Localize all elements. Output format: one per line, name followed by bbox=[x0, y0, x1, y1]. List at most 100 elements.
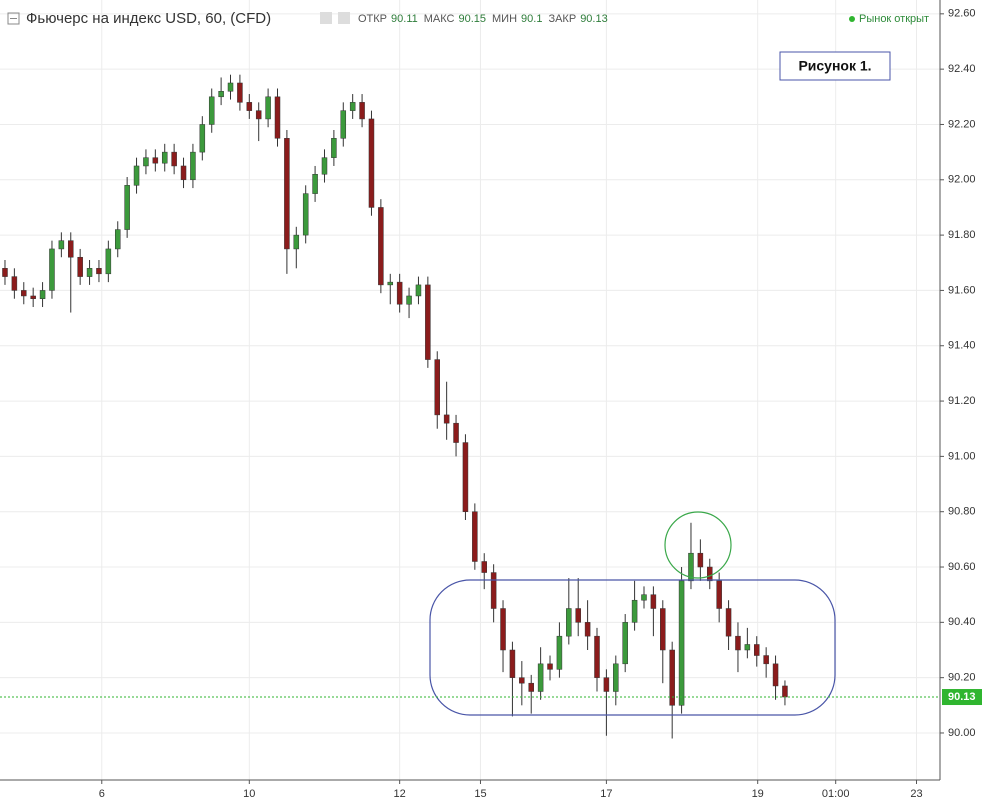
candle-body bbox=[331, 138, 337, 158]
candle-body bbox=[707, 566, 713, 582]
status-dot bbox=[849, 16, 855, 22]
x-tick-label: 15 bbox=[474, 788, 486, 800]
candle-body bbox=[255, 110, 262, 120]
candle-body bbox=[754, 644, 760, 656]
last-price-label: 90.13 bbox=[948, 691, 976, 703]
y-tick-label: 91.00 bbox=[948, 450, 976, 462]
candle-body bbox=[556, 635, 563, 670]
candle-body bbox=[11, 276, 18, 291]
x-tick-label: 10 bbox=[243, 788, 255, 800]
candle-body bbox=[293, 234, 300, 250]
candle-body bbox=[237, 82, 243, 103]
candle-body bbox=[387, 281, 394, 286]
candle-body bbox=[208, 96, 215, 125]
y-tick-label: 90.00 bbox=[948, 727, 976, 739]
candle-body bbox=[613, 663, 619, 692]
candle-body bbox=[631, 599, 638, 623]
candle-body bbox=[171, 151, 177, 167]
range-box bbox=[429, 579, 836, 716]
stats: ОТКР 90.11 МАКС 90.15 МИН 90.1 ЗАКР 90.13 bbox=[358, 13, 608, 25]
candle-body bbox=[359, 102, 365, 120]
candle-body bbox=[575, 608, 581, 623]
x-tick-label: 17 bbox=[600, 788, 612, 800]
candle-body bbox=[96, 268, 102, 275]
annotation: Рисунок 1. bbox=[798, 58, 871, 74]
x-tick-label: 12 bbox=[394, 788, 406, 800]
candle-body bbox=[77, 256, 83, 277]
candle-body bbox=[2, 268, 8, 277]
candle-body bbox=[669, 649, 675, 706]
candle-body bbox=[472, 511, 478, 562]
y-tick-label: 92.60 bbox=[948, 8, 976, 20]
candle-body bbox=[190, 151, 196, 181]
x-tick-label: 6 bbox=[99, 788, 105, 800]
candle-body bbox=[143, 157, 149, 167]
y-tick-label: 90.20 bbox=[948, 672, 976, 684]
chart-title: Фьючерс на индекс USD, 60, (CFD) bbox=[26, 10, 271, 27]
candle-body bbox=[396, 281, 403, 305]
candle-body bbox=[21, 290, 27, 297]
candle-body bbox=[378, 207, 384, 286]
candle-body bbox=[302, 193, 309, 236]
candle-body bbox=[500, 608, 506, 651]
candle-body bbox=[443, 414, 450, 424]
candle-body bbox=[105, 248, 112, 275]
settings-icon[interactable] bbox=[338, 12, 350, 24]
candle-body bbox=[697, 552, 704, 568]
candle-body bbox=[547, 663, 553, 670]
candle-body bbox=[660, 608, 666, 651]
candle-body bbox=[725, 608, 732, 637]
candle-body bbox=[744, 644, 751, 651]
candle-body bbox=[133, 165, 140, 186]
settings-icon[interactable] bbox=[320, 12, 332, 24]
x-tick-label: 23 bbox=[910, 788, 922, 800]
candles bbox=[2, 74, 788, 739]
candle-body bbox=[368, 118, 375, 208]
y-tick-label: 90.80 bbox=[948, 506, 976, 518]
candle-body bbox=[519, 677, 525, 684]
candle-body bbox=[434, 359, 441, 416]
y-tick-label: 90.60 bbox=[948, 561, 976, 573]
candle-body bbox=[227, 82, 234, 92]
stat-value: 90.15 bbox=[458, 13, 486, 25]
candle-body bbox=[509, 649, 516, 678]
candle-body bbox=[584, 622, 591, 637]
candle-body bbox=[68, 240, 74, 258]
candle-body bbox=[340, 110, 347, 139]
candle-body bbox=[453, 422, 459, 443]
y-tick-label: 92.40 bbox=[948, 63, 976, 75]
candle-body bbox=[152, 157, 159, 164]
candle-body bbox=[481, 561, 487, 573]
candle-body bbox=[622, 622, 628, 665]
candle-body bbox=[86, 268, 93, 277]
candle-body bbox=[688, 552, 694, 582]
candle-body bbox=[321, 157, 328, 175]
candle-body bbox=[528, 682, 534, 692]
candle-body bbox=[274, 96, 281, 139]
candle-body bbox=[49, 248, 55, 291]
candle-body bbox=[566, 608, 572, 637]
stat-value: 90.1 bbox=[521, 13, 542, 25]
candle-body bbox=[490, 572, 497, 609]
candle-body bbox=[349, 102, 356, 111]
highlight-circle bbox=[664, 511, 732, 579]
stat-label: МАКС bbox=[424, 13, 455, 25]
candle-body bbox=[312, 174, 318, 194]
candle-body bbox=[58, 240, 65, 250]
collapse-icon[interactable] bbox=[7, 12, 20, 25]
candle-body bbox=[218, 91, 224, 98]
y-tick-label: 90.40 bbox=[948, 616, 976, 628]
candle-body bbox=[199, 124, 206, 153]
stat-label: МИН bbox=[492, 13, 517, 25]
candle-body bbox=[735, 635, 741, 651]
candle-body bbox=[284, 138, 290, 250]
y-tick-label: 91.20 bbox=[948, 395, 976, 407]
candle-body bbox=[246, 102, 253, 111]
x-tick-label: 19 bbox=[752, 788, 764, 800]
stat-value: 90.11 bbox=[391, 13, 418, 25]
last-price-badge bbox=[942, 689, 982, 706]
candle-body bbox=[265, 96, 271, 120]
y-tick-label: 91.40 bbox=[948, 340, 976, 352]
